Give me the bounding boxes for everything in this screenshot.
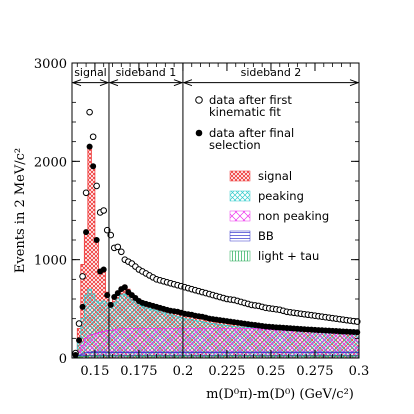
y-tick-label: 0 [59, 352, 67, 367]
open-marker [86, 108, 93, 116]
arrow-right-icon [99, 79, 110, 87]
plot-frame [71, 62, 360, 359]
legend-filled-marker [195, 129, 203, 137]
filled-marker [121, 284, 128, 291]
open-marker [75, 320, 83, 327]
legend-text: data after final [209, 126, 294, 140]
filled-marker [93, 237, 100, 243]
filled-marker [100, 266, 107, 273]
legend-label-signal: signal [258, 169, 292, 183]
arrow-right-icon [173, 79, 184, 87]
region-label: sideband 2 [241, 66, 302, 79]
y-tick-label: 3000 [34, 57, 67, 72]
legend-text: selection [209, 138, 261, 152]
y-tick-label: 2000 [34, 155, 67, 170]
x-tick-label: 0.275 [296, 364, 333, 379]
open-marker [118, 248, 125, 256]
filled-marker [83, 229, 90, 236]
open-marker [89, 133, 97, 141]
legend-label-peaking: peaking [258, 189, 304, 203]
legend-text: kinematic fit [209, 105, 281, 119]
arrow-left-icon [108, 79, 119, 87]
filled-marker [76, 337, 83, 344]
legend-swatch-peaking [229, 190, 251, 202]
region-label: sideband 1 [116, 66, 177, 79]
legend-open-marker [195, 96, 203, 104]
x-tick-label: 0.225 [208, 364, 245, 379]
open-marker [82, 189, 90, 197]
x-tick-label: 0.15 [80, 364, 109, 379]
legend-text: data after first [209, 93, 292, 107]
legend-label-nonpeaking: non peaking [258, 209, 329, 223]
filled-marker [114, 290, 121, 297]
legend-swatch-signal [229, 170, 251, 182]
legend-swatch-bb [229, 230, 251, 242]
legend-swatch-nonpeaking [229, 210, 251, 222]
y-axis-title: Events in 2 MeV/c² [13, 148, 28, 273]
filled-marker [79, 303, 86, 310]
y-tick-label: 1000 [34, 254, 67, 269]
arrow-left-icon [182, 79, 193, 87]
x-tick-label: 0.175 [120, 364, 157, 379]
filled-marker [90, 163, 97, 170]
x-tick-label: 0.2 [173, 364, 194, 379]
open-marker [100, 207, 107, 214]
legend-label-bb: BB [258, 229, 274, 243]
tick-labels: 0.15 0.175 0.2 0.225 0.25 0.275 0.3 0 1000 2000 30… [34, 57, 369, 379]
x-tick-label: 0.3 [349, 364, 370, 379]
x-axis-title: m(D⁰π)-m(D⁰) (GeV/c²) [206, 387, 354, 402]
legend-swatch-light [229, 250, 251, 262]
filled-marker [111, 294, 118, 301]
filled-marker [86, 143, 93, 150]
axis-ticks [72, 62, 360, 359]
region-label: signal [74, 66, 107, 79]
region-brackets: signal sideband 1 sideband 2 [71, 63, 360, 358]
open-marker [114, 243, 122, 251]
open-marker [93, 182, 100, 190]
x-tick-label: 0.25 [256, 364, 285, 379]
legend-label-light: light + tau [258, 249, 319, 263]
open-marker [79, 273, 86, 280]
